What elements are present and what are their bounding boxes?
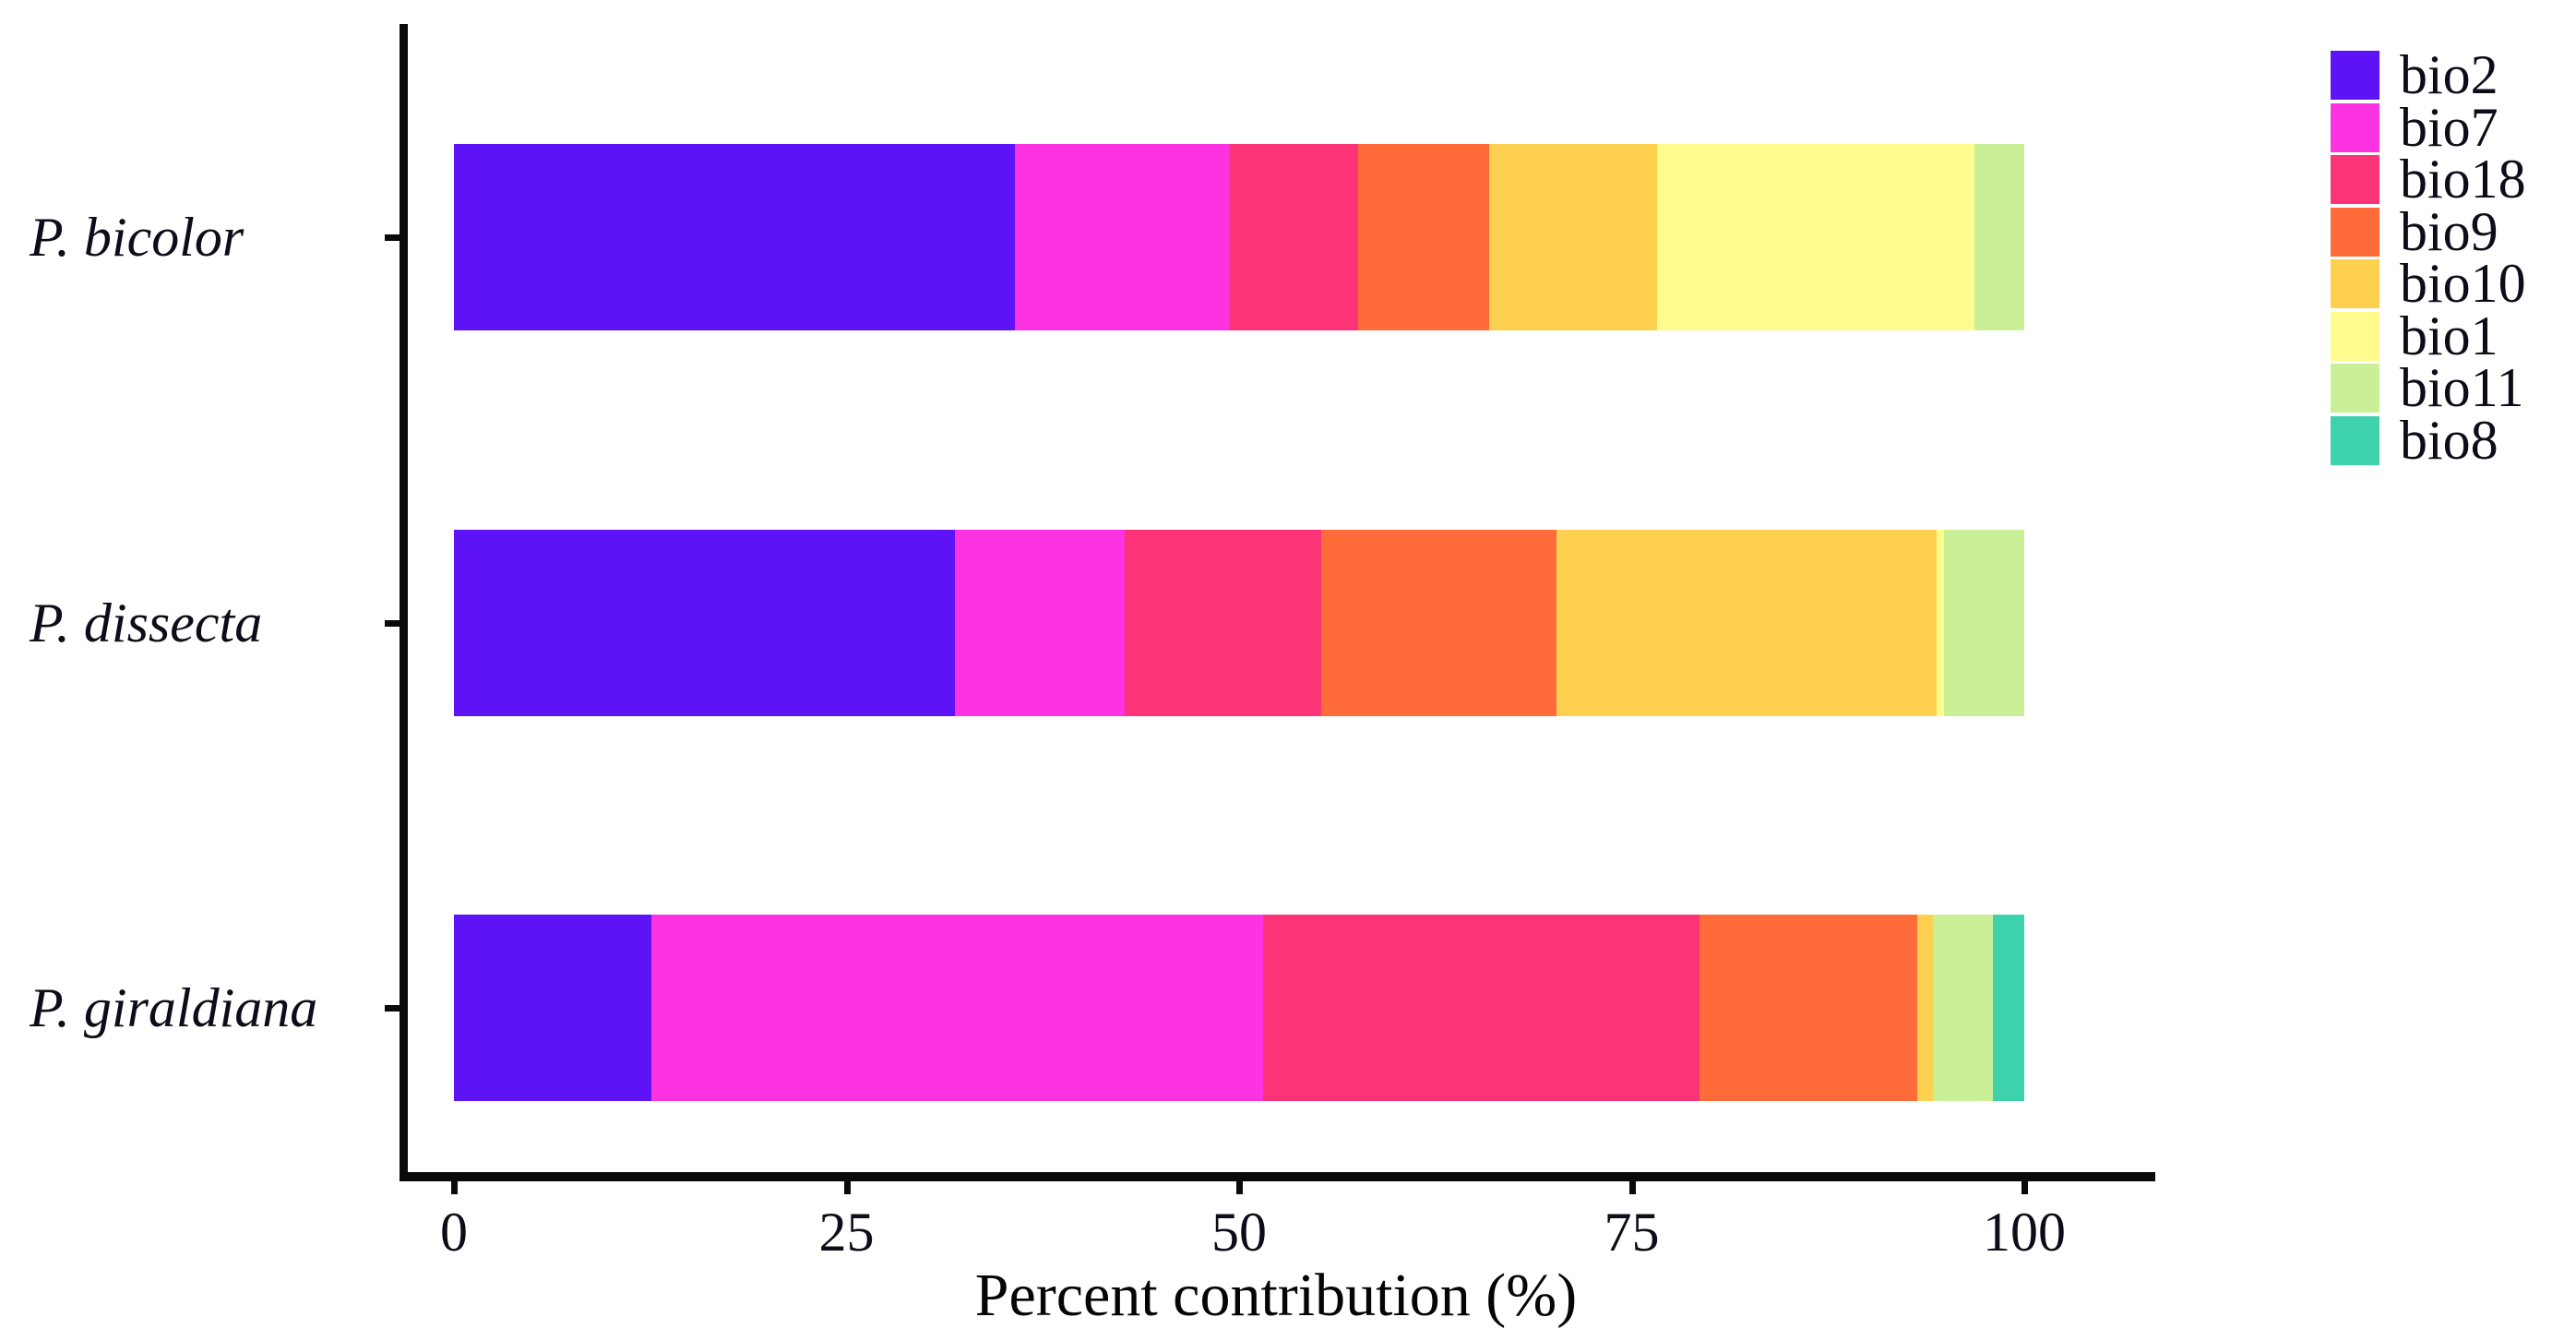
bar-row-p-bicolor	[454, 144, 2024, 330]
legend-label-bio10: bio10	[2400, 253, 2526, 314]
x-tick-label-50: 50	[1211, 1202, 1267, 1263]
bar-segment-bio7-p-bicolor	[1014, 144, 1230, 330]
x-tick-label-25: 25	[818, 1202, 875, 1263]
x-tick-label-75: 75	[1604, 1202, 1660, 1263]
bar-segment-bio2-p-giraldiana	[454, 915, 652, 1101]
x-axis-line	[400, 1172, 2155, 1181]
bar-segment-bio11-p-dissecta	[1944, 530, 2024, 716]
legend-item-bio10: bio10	[2331, 253, 2526, 314]
bar-segment-bio7-p-dissecta	[954, 530, 1125, 716]
legend-item-bio11: bio11	[2331, 357, 2524, 418]
bar-segment-bio8-p-giraldiana	[1992, 915, 2024, 1101]
legend-item-bio18: bio18	[2331, 149, 2526, 210]
x-tick-100	[2021, 1181, 2028, 1194]
x-tick-label-100: 100	[1983, 1202, 2066, 1263]
legend-label-bio7: bio7	[2400, 97, 2498, 158]
legend-item-bio9: bio9	[2331, 201, 2498, 262]
bar-row-p-dissecta	[454, 530, 2024, 716]
legend-label-bio18: bio18	[2400, 149, 2526, 210]
bar-segment-bio9-p-giraldiana	[1699, 915, 1918, 1101]
x-tick-label-0: 0	[440, 1202, 468, 1263]
legend-item-bio8: bio8	[2331, 410, 2498, 471]
bar-segment-bio11-p-bicolor	[1974, 144, 2024, 330]
legend-item-bio7: bio7	[2331, 97, 2498, 158]
legend-swatch-bio2	[2331, 51, 2379, 100]
legend-swatch-bio7	[2331, 103, 2379, 152]
y-axis-line	[400, 24, 408, 1181]
bar-segment-bio18-p-giraldiana	[1262, 915, 1699, 1101]
x-tick-75	[1628, 1181, 1636, 1194]
bar-segment-bio18-p-dissecta	[1124, 530, 1321, 716]
bar-segment-bio18-p-bicolor	[1229, 144, 1359, 330]
bar-segment-bio9-p-bicolor	[1358, 144, 1489, 330]
legend-swatch-bio18	[2331, 155, 2379, 204]
legend-item-bio1: bio1	[2331, 305, 2498, 366]
bar-segment-bio9-p-dissecta	[1320, 530, 1556, 716]
bar-segment-bio2-p-dissecta	[454, 530, 955, 716]
y-tick-p-giraldiana	[385, 1005, 400, 1012]
legend-swatch-bio9	[2331, 208, 2379, 257]
legend-label-bio9: bio9	[2400, 201, 2498, 262]
bar-row-p-giraldiana	[454, 915, 2024, 1101]
legend-swatch-bio8	[2331, 416, 2379, 465]
bar-segment-bio11-p-giraldiana	[1933, 915, 1993, 1101]
y-tick-p-dissecta	[385, 620, 400, 627]
x-tick-25	[843, 1181, 851, 1194]
legend-label-bio2: bio2	[2400, 44, 2498, 105]
bar-segment-bio7-p-giraldiana	[651, 915, 1263, 1101]
y-axis-label-p-bicolor: P. bicolor	[30, 207, 244, 268]
y-tick-p-bicolor	[385, 234, 400, 241]
legend-label-bio8: bio8	[2400, 410, 2498, 471]
legend-item-bio2: bio2	[2331, 44, 2498, 105]
legend-label-bio1: bio1	[2400, 305, 2498, 366]
legend-swatch-bio10	[2331, 259, 2379, 308]
bar-segment-bio10-p-dissecta	[1556, 530, 1937, 716]
y-axis-label-p-dissecta: P. dissecta	[30, 593, 263, 653]
y-axis-label-p-giraldiana: P. giraldiana	[30, 977, 318, 1038]
legend-label-bio11: bio11	[2400, 357, 2524, 418]
bar-segment-bio1-p-bicolor	[1656, 144, 1974, 330]
x-tick-50	[1236, 1181, 1243, 1194]
bar-segment-bio10-p-giraldiana	[1917, 915, 1934, 1101]
x-axis-title: Percent contribution (%)	[974, 1262, 1578, 1329]
bar-segment-bio2-p-bicolor	[454, 144, 1015, 330]
legend-swatch-bio1	[2331, 312, 2379, 361]
legend-swatch-bio11	[2331, 364, 2379, 413]
bar-segment-bio10-p-bicolor	[1488, 144, 1657, 330]
x-tick-0	[451, 1181, 458, 1194]
bar-segment-bio1-p-dissecta	[1936, 530, 1945, 716]
